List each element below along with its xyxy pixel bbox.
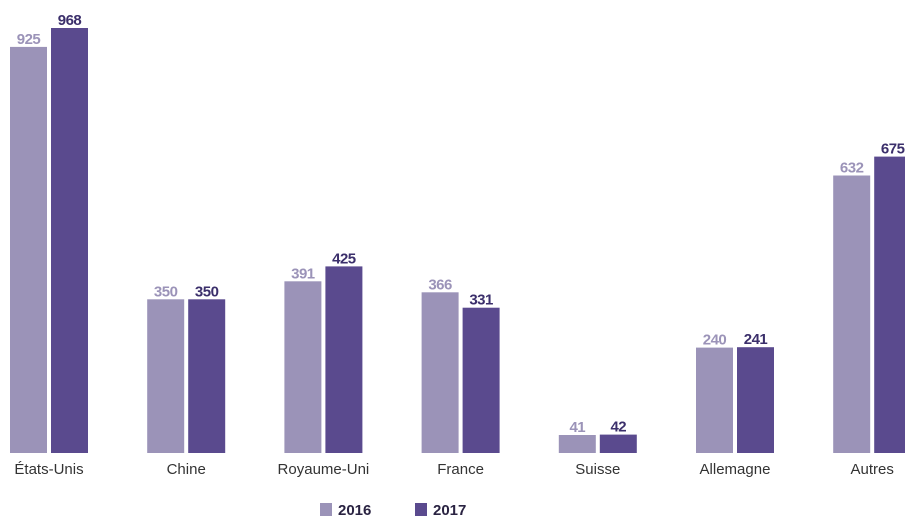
bar-2016-3 [421,292,459,453]
value-label-2017-4: 42 [610,419,626,436]
value-label-2016-6: 632 [840,160,864,177]
bar-2016-1 [147,299,185,453]
value-labels-group: 925 968 350 350 391 425 366 331 41 42 240 241 632 675 [17,12,905,436]
value-label-2017-1: 350 [195,283,219,300]
value-label-2017-5: 241 [744,331,768,348]
x-tick-label-2: Royaume-Uni [278,461,370,478]
bar-2017-5 [737,347,774,453]
x-tick-label-4: Suisse [575,461,620,478]
bar-2017-1 [188,299,226,453]
x-tick-label-5: Allemagne [700,461,771,478]
legend-swatch-2017 [415,503,427,516]
value-label-2016-4: 41 [569,419,585,436]
x-tick-label-1: Chine [167,461,206,478]
x-tick-label-3: France [437,461,484,478]
bar-2016-6 [833,175,871,453]
bars-group [10,28,905,454]
bar-2017-2 [325,266,363,453]
bar-2016-2 [284,281,322,453]
bar-2016-5 [696,347,733,453]
legend-swatch-2016 [320,503,332,516]
x-tick-label-6: Autres [851,461,894,478]
value-label-2016-2: 391 [291,265,315,282]
bar-2017-6 [874,156,905,453]
bar-2017-0 [51,28,88,453]
value-label-2017-3: 331 [469,292,493,309]
legend-label-2016: 2016 [338,502,371,519]
x-tick-label-0: États-Unis [14,461,83,478]
value-label-2016-3: 366 [428,276,452,293]
value-label-2016-5: 240 [703,332,727,349]
x-tick-labels-group: États-Unis Chine Royaume-Uni France Suisse Al… [14,461,893,478]
value-label-2017-2: 425 [332,250,356,267]
value-label-2017-6: 675 [881,141,905,158]
bar-2016-4 [558,435,596,453]
bar-2016-0 [10,46,47,454]
value-label-2017-0: 968 [58,12,82,29]
bar-2017-3 [462,307,500,453]
bar-2017-4 [599,434,637,453]
legend: 2016 2017 [320,502,466,519]
legend-label-2017: 2017 [433,502,466,519]
value-label-2016-0: 925 [17,31,41,48]
value-label-2016-1: 350 [154,283,178,300]
